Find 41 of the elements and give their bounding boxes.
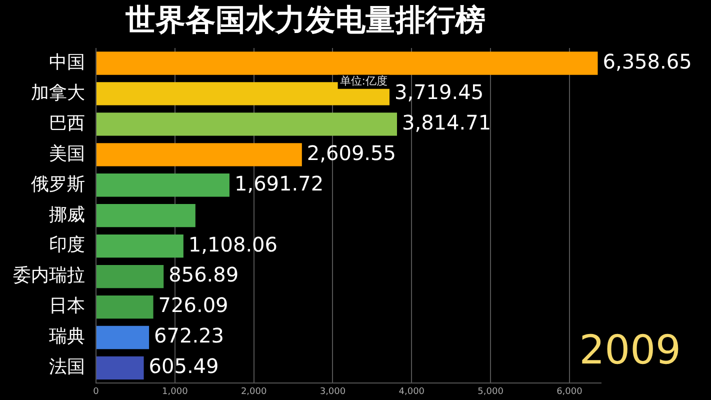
y-tick-label: 日本 — [49, 296, 85, 317]
data-label: 2,609.55 — [306, 140, 396, 165]
bar — [96, 204, 196, 228]
data-label: 856.89 — [168, 262, 239, 287]
data-label: 726.09 — [158, 293, 228, 318]
y-tick-label: 加拿大 — [31, 82, 85, 104]
annotation: 单位:亿度 — [340, 74, 388, 88]
y-tick-label: 瑞典 — [49, 326, 85, 348]
data-label: 1,108.06 — [188, 232, 278, 256]
y-tick-label: 挪威 — [49, 204, 85, 226]
data-label: 6,358.65 — [602, 49, 692, 74]
bar — [96, 295, 154, 319]
bar — [96, 264, 164, 288]
bar — [96, 234, 184, 258]
y-tick-label: 巴西 — [49, 112, 85, 134]
y-tick-label: 委内瑞拉 — [13, 265, 85, 286]
bar — [96, 326, 150, 350]
data-label: 1,691.72 — [234, 171, 324, 196]
bar — [96, 52, 598, 75]
data-label: 3,719.45 — [394, 80, 484, 104]
bar — [96, 143, 302, 166]
y-tick-label: 俄罗斯 — [31, 174, 85, 195]
data-label: 605.49 — [148, 354, 219, 378]
x-tick-label: 2,000 — [240, 386, 267, 397]
bar — [96, 174, 230, 197]
bar — [96, 112, 398, 136]
x-tick-label: 6,000 — [556, 386, 583, 397]
data-label: 3,814.71 — [402, 110, 492, 134]
data-label: 672.23 — [154, 324, 224, 348]
y-tick-label: 印度 — [49, 234, 85, 256]
annotation: 2009 — [579, 328, 681, 374]
chart-title: 世界各国水力发电量排行榜 — [124, 2, 486, 38]
x-tick-label: 3,000 — [320, 386, 346, 397]
y-tick-label: 美国 — [49, 143, 85, 164]
x-tick-label: 0 — [93, 386, 100, 397]
y-tick-label: 法国 — [49, 356, 85, 378]
x-tick-label: 1,000 — [162, 386, 188, 397]
bar — [96, 356, 144, 380]
y-tick-label: 中国 — [49, 52, 85, 73]
x-tick-label: 4,000 — [398, 386, 425, 397]
x-tick-label: 5,000 — [478, 386, 504, 397]
